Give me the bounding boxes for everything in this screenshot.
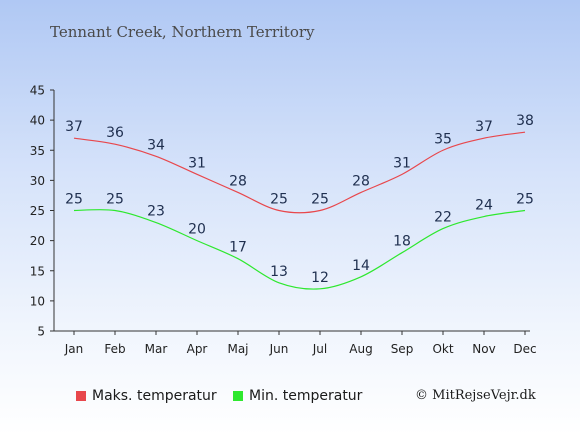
min-temp-data-label: 24 [475,198,493,214]
x-tick-label: Aug [349,342,372,356]
max-temp-data-label: 38 [516,113,534,129]
y-tick-label: 40 [30,114,45,128]
min-temperature-line [73,209,526,290]
chart-title: Tennant Creek, Northern Territory [50,23,315,41]
y-tick-label: 10 [30,294,45,308]
min-temp-data-label: 25 [65,192,83,208]
legend-label-min: Min. temperatur [249,388,363,404]
legend-item-min: Min. temperatur [233,388,362,404]
y-tick-label: 25 [30,204,45,218]
x-tick-label: Feb [104,342,125,356]
max-temp-data-label: 31 [393,155,411,171]
legend-swatch-max [76,391,86,401]
min-temp-data-label: 14 [352,258,370,274]
x-tick-label: Okt [432,342,453,356]
min-temp-data-label: 12 [311,270,329,286]
legend-label-max: Maks. temperatur [92,388,217,404]
max-temp-data-label: 25 [311,192,329,208]
legend-item-max: Maks. temperatur [76,388,217,404]
x-tick-label: Mar [145,342,168,356]
max-temp-data-label: 36 [106,125,124,141]
min-temp-data-label: 13 [270,264,288,280]
x-tick-label: Jul [312,342,327,356]
min-temp-data-label: 25 [106,192,124,208]
min-temp-data-label: 18 [393,234,411,250]
min-temp-data-label: 22 [434,210,452,226]
y-tick-label: 15 [30,264,45,278]
y-tick-label: 35 [30,144,45,158]
y-tick-label: 5 [37,325,45,339]
max-temp-data-label: 37 [475,119,493,135]
legend-swatch-min [233,391,243,401]
min-temp-data-label: 17 [229,240,247,256]
min-temp-data-label: 23 [147,204,165,220]
x-tick-label: Jun [269,342,289,356]
max-temp-data-label: 34 [147,137,165,153]
max-temp-data-label: 31 [188,155,206,171]
max-temperature-line [73,131,526,214]
max-temp-data-label: 28 [352,173,370,189]
y-tick-label: 20 [30,234,45,248]
max-temp-data-label: 37 [65,119,83,135]
max-temp-data-label: 35 [434,131,452,147]
copyright-text: © MitRejseVejr.dk [415,388,536,403]
max-temp-data-label: 25 [270,192,288,208]
min-temp-data-label: 20 [188,222,206,238]
min-temp-data-label: 25 [516,192,534,208]
x-tick-label: Apr [187,342,208,356]
x-tick-label: Nov [472,342,495,356]
y-tick-label: 30 [30,174,45,188]
x-tick-label: Jan [64,342,84,356]
x-tick-label: Maj [227,342,248,356]
max-temp-data-label: 28 [229,173,247,189]
x-tick-label: Dec [513,342,536,356]
y-tick-label: 45 [30,84,45,98]
x-tick-label: Sep [391,342,414,356]
